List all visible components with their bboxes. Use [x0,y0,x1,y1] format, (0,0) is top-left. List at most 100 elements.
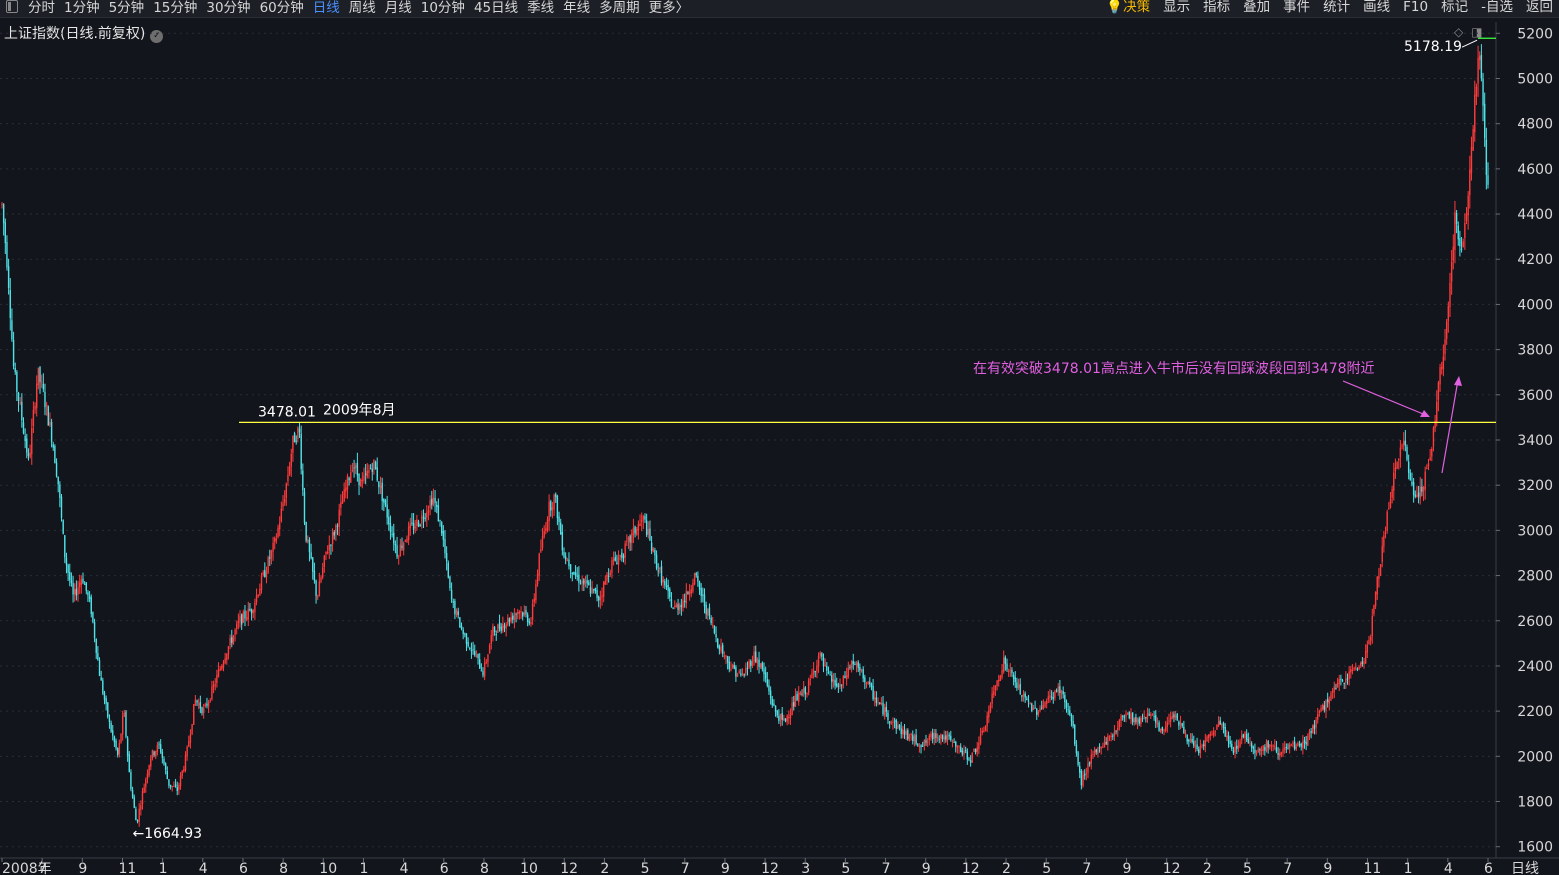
candle-body [614,557,616,561]
period-tab-6[interactable]: 日线 [312,0,340,16]
candle-body [1376,576,1378,595]
tool-menu-item-6[interactable]: 画线 [1363,0,1391,15]
candle-body [1079,765,1081,773]
candle-body [984,726,987,732]
high-arrow [1461,39,1478,48]
candle-body [538,553,540,576]
candle-body [607,575,610,577]
candle-body [97,653,99,660]
candle-body [22,422,25,434]
candle-body [862,669,864,679]
candle-body [199,702,202,709]
candle-body [1297,742,1299,747]
candle-body [310,552,312,559]
candle-body [1300,743,1302,747]
candle-body [1110,735,1112,737]
period-tab-4[interactable]: 30分钟 [206,0,251,16]
candle-body [1107,736,1109,745]
candle-body [921,745,924,747]
tool-menu-item-4[interactable]: 事件 [1283,0,1311,15]
period-tab-1[interactable]: 1分钟 [64,0,100,16]
candle-body [178,785,180,790]
candle-body [417,521,420,527]
candle-body [969,760,972,763]
period-tab-8[interactable]: 月线 [384,0,412,16]
period-tab-9[interactable]: 10分钟 [420,0,465,16]
candle-body [1404,440,1407,446]
tool-menu-item-5[interactable]: 统计 [1323,0,1351,15]
info-icon[interactable]: ✓ [150,30,164,43]
candle-body [416,519,418,526]
period-tab-12[interactable]: 年线 [563,0,591,16]
candle-body [776,710,778,716]
candle-body [1196,744,1198,750]
candle-body [912,734,914,741]
candle-body [27,453,30,456]
candle-body [1472,128,1474,151]
candle-body [629,535,631,543]
candle-body [545,528,547,531]
candle-body [87,592,89,596]
candle-body [1444,339,1446,354]
candle-body [991,693,993,704]
period-tab-11[interactable]: 季线 [527,0,555,16]
period-tab-7[interactable]: 周线 [348,0,376,16]
candle-body [1427,462,1430,467]
period-tab-10[interactable]: 45日线 [473,0,519,16]
candle-body [634,526,636,534]
candle-body [232,635,235,644]
candle-body [647,529,650,535]
candle-body [1224,727,1226,737]
tool-menu-item-9[interactable]: -自选 [1481,0,1513,15]
diamond-icon[interactable]: ◇ [1454,25,1464,39]
candle-body [834,679,836,686]
candle-body [788,716,790,718]
candle-body [692,583,694,592]
menu-icon[interactable] [6,0,18,13]
candle-body [761,662,764,670]
candle-body [1346,678,1349,680]
candle-body [1378,575,1380,580]
panel-toggle-icon[interactable]: ◨ [1471,25,1483,39]
candle-body [318,581,321,597]
candle-body [488,645,491,654]
tool-menu-item-7[interactable]: F10 [1403,0,1429,15]
annotation-arrow-2 [1441,379,1459,474]
x-tick-label: 7 [1283,861,1292,875]
tool-menu-item-10[interactable]: 返回 [1526,0,1553,15]
candle-body [133,797,135,808]
candle-body [138,808,140,822]
y-tick-label: 5200 [1517,26,1553,42]
candle-body [1060,691,1063,694]
tool-menu-item-8[interactable]: 标记 [1441,0,1469,15]
period-label: 日线 [1511,861,1539,875]
candle-body [568,559,570,567]
period-tab-5[interactable]: 60分钟 [259,0,304,16]
candle-body [105,698,107,704]
candle-body [188,741,190,747]
candle-body [1255,752,1258,755]
period-tab-3[interactable]: 15分钟 [153,0,198,16]
period-tab-13[interactable]: 多周期 [599,0,640,16]
period-tab-2[interactable]: 5分钟 [108,0,145,16]
tool-menu-item-0[interactable]: 💡决策 [1106,0,1151,15]
tool-menu-item-3[interactable]: 叠加 [1243,0,1271,15]
candle-body [599,597,602,601]
candle-body [945,735,947,740]
candle-body [996,680,998,687]
candle-body [1338,679,1340,685]
candle-body [247,608,249,620]
candle-body [1174,715,1177,718]
period-tab-14[interactable]: 更多〉 [648,0,690,16]
candle-body [717,638,719,648]
candle-body [1016,682,1018,689]
candle-body [1341,680,1344,682]
candle-body [789,714,792,719]
tool-menu-item-1[interactable]: 显示 [1163,0,1191,15]
period-tab-0[interactable]: 分时 [28,0,55,16]
tool-menu-item-2[interactable]: 指标 [1203,0,1231,15]
candle-body [564,556,567,560]
candle-body [779,713,782,720]
candle-body [530,621,532,624]
candle-body [1206,736,1208,742]
